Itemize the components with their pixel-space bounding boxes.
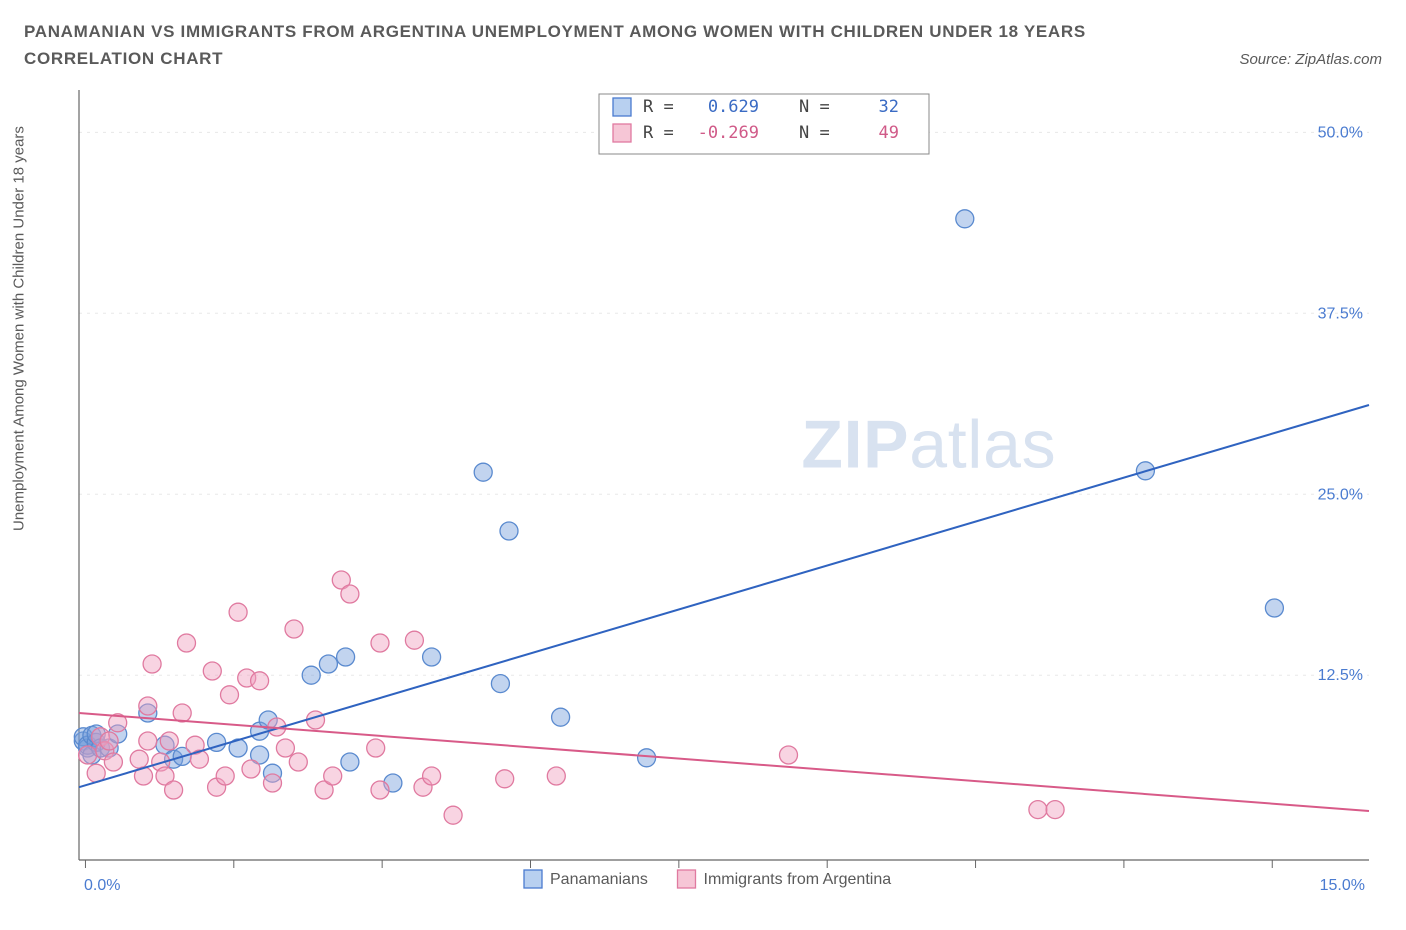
svg-text:N =: N = [799,123,830,143]
y-axis-label: Unemployment Among Women with Children U… [11,126,28,531]
svg-text:0.629: 0.629 [708,97,759,117]
chart-container: Unemployment Among Women with Children U… [24,80,1384,900]
svg-text:37.5%: 37.5% [1318,306,1363,323]
svg-text:-0.269: -0.269 [698,123,759,143]
svg-text:R =: R = [643,123,674,143]
svg-text:Immigrants from Argentina: Immigrants from Argentina [704,871,892,888]
svg-text:ZIPatlas: ZIPatlas [801,407,1056,483]
svg-text:12.5%: 12.5% [1318,668,1363,685]
svg-text:R =: R = [643,97,674,117]
chart-header: PANAMANIAN VS IMMIGRANTS FROM ARGENTINA … [24,18,1382,72]
svg-text:Panamanians: Panamanians [550,871,648,888]
scatter-chart: 50.0% 37.5% 25.0% 12.5% ZIPatlas R = 0.629 N = 3… [24,80,1384,900]
svg-text:50.0%: 50.0% [1318,125,1363,142]
svg-text:49: 49 [879,123,899,143]
svg-text:N =: N = [799,97,830,117]
chart-title-line1: PANAMANIAN VS IMMIGRANTS FROM ARGENTINA … [24,18,1382,45]
svg-text:15.0%: 15.0% [1320,877,1365,894]
svg-text:0.0%: 0.0% [84,877,120,894]
svg-text:32: 32 [879,97,899,117]
source-label: Source: ZipAtlas.com [1239,51,1382,68]
chart-title-line2: CORRELATION CHART [24,45,223,72]
svg-text:25.0%: 25.0% [1318,487,1363,504]
